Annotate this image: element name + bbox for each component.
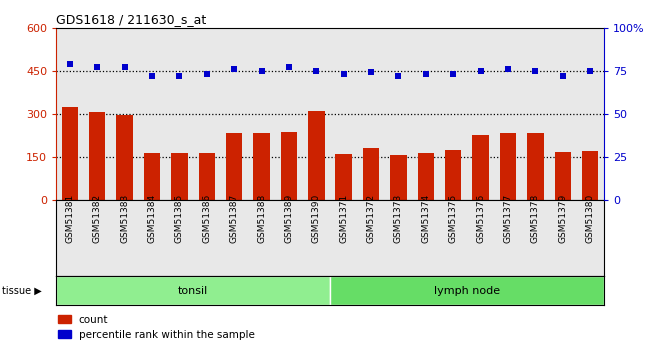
Point bbox=[530, 68, 541, 73]
Bar bbox=[554, 152, 571, 200]
Point bbox=[558, 73, 568, 79]
Point bbox=[92, 65, 102, 70]
Bar bbox=[418, 153, 434, 200]
Bar bbox=[390, 155, 407, 200]
Point bbox=[503, 66, 513, 72]
Bar bbox=[253, 133, 270, 200]
Point bbox=[448, 71, 459, 77]
Text: tonsil: tonsil bbox=[178, 286, 208, 296]
Text: tissue ▶: tissue ▶ bbox=[2, 286, 42, 296]
Text: GDS1618 / 211630_s_at: GDS1618 / 211630_s_at bbox=[56, 13, 207, 27]
Bar bbox=[445, 150, 461, 200]
Bar bbox=[199, 152, 215, 200]
Bar bbox=[363, 148, 380, 200]
Bar bbox=[308, 111, 325, 200]
Point bbox=[420, 71, 431, 77]
Bar bbox=[500, 133, 516, 200]
Point bbox=[201, 71, 212, 77]
Point bbox=[311, 68, 321, 73]
Point bbox=[393, 73, 404, 79]
Bar bbox=[330, 276, 604, 305]
Bar bbox=[116, 115, 133, 200]
Bar bbox=[144, 153, 160, 200]
Bar bbox=[335, 154, 352, 200]
Point bbox=[229, 66, 240, 72]
Point bbox=[475, 68, 486, 73]
Legend: count, percentile rank within the sample: count, percentile rank within the sample bbox=[58, 315, 255, 340]
Bar bbox=[582, 151, 599, 200]
Bar bbox=[527, 134, 544, 200]
Point bbox=[366, 70, 376, 75]
Point bbox=[284, 65, 294, 70]
Bar bbox=[89, 112, 106, 200]
Text: lymph node: lymph node bbox=[434, 286, 500, 296]
Point bbox=[585, 68, 595, 73]
Point bbox=[119, 65, 130, 70]
Bar bbox=[226, 134, 242, 200]
Point bbox=[147, 73, 157, 79]
Bar bbox=[61, 107, 78, 200]
Bar bbox=[56, 276, 330, 305]
Point bbox=[256, 68, 267, 73]
Bar bbox=[473, 135, 489, 200]
Bar bbox=[280, 132, 297, 200]
Point bbox=[174, 73, 185, 79]
Bar bbox=[171, 152, 187, 200]
Point bbox=[339, 71, 349, 77]
Point bbox=[65, 61, 75, 67]
